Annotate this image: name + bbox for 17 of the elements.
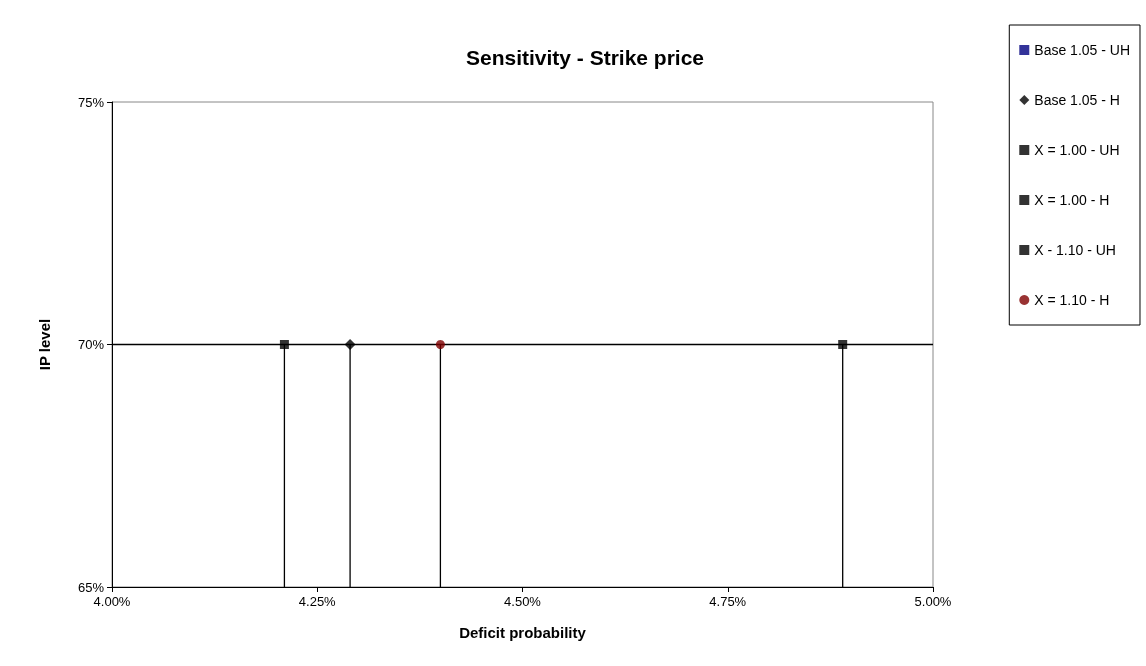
chart-title: Sensitivity - Strike price xyxy=(465,46,705,69)
x-tick-label: 4.50% xyxy=(504,594,542,609)
y-tick-label: 65% xyxy=(77,579,105,595)
legend-label: X = 1.10 - H xyxy=(1034,292,1110,308)
y-tick-label: 70% xyxy=(77,337,105,352)
legend-label: Base 1.05 - H xyxy=(1034,92,1120,108)
x-tick-label: 4.75% xyxy=(709,594,747,609)
legend-label: Base 1.05 - UH xyxy=(1034,42,1131,58)
x-axis-title: Deficit probability xyxy=(459,624,587,641)
legend-label: X = 1.00 - UH xyxy=(1034,142,1120,158)
y-axis-title: IP level xyxy=(36,318,53,371)
y-tick-label: 75% xyxy=(77,94,105,110)
legend-label: X - 1.10 - UH xyxy=(1034,242,1116,258)
x-tick-label: 5.00% xyxy=(914,594,952,609)
legend-label: X = 1.00 - H xyxy=(1034,192,1110,208)
x-tick-label: 4.25% xyxy=(298,594,337,609)
x-tick-label: 4.00% xyxy=(93,594,131,609)
